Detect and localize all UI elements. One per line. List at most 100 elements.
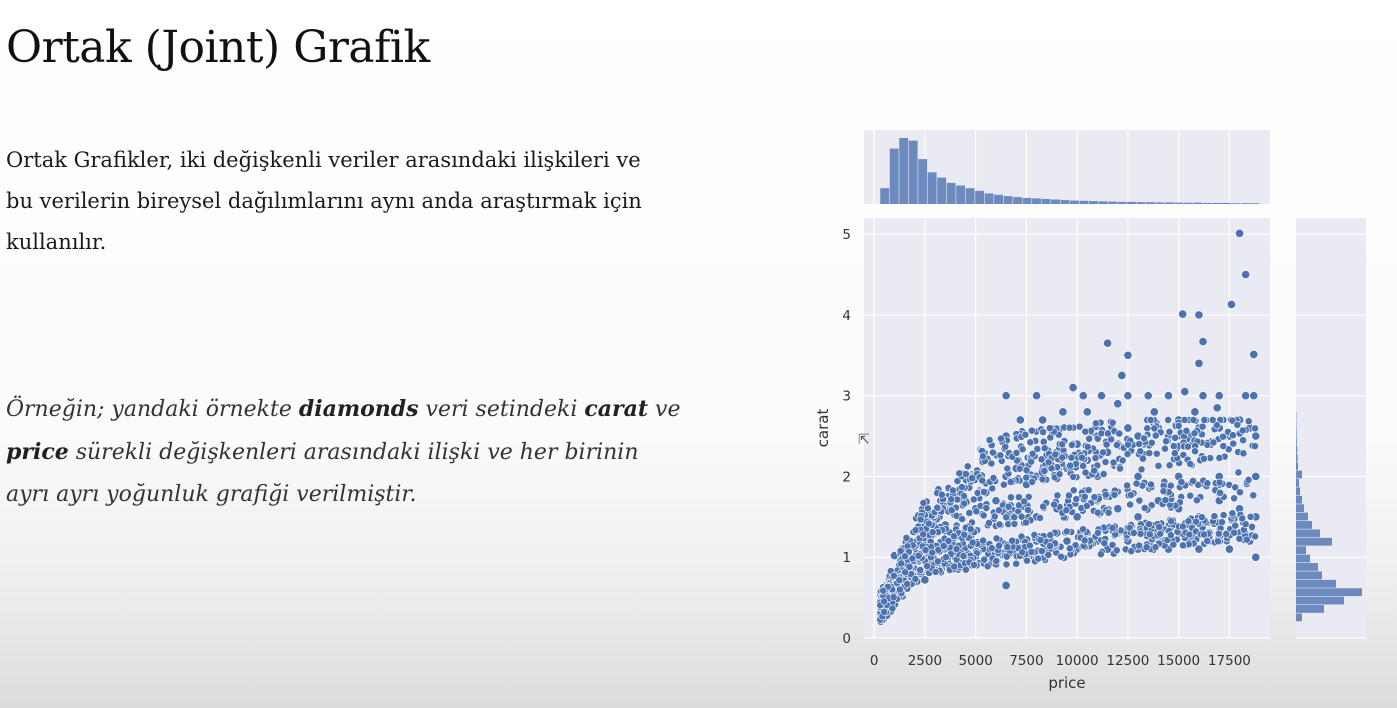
example-paragraph: Örneğin; yandaki örnekte diamonds veri s…	[6, 388, 686, 516]
marginal-y-bar	[1296, 495, 1302, 504]
scatter-point	[1251, 442, 1259, 451]
scatter-point	[1191, 447, 1199, 456]
marginal-x-bar	[946, 182, 956, 204]
marginal-y-bar	[1296, 605, 1324, 613]
scatter-point	[1209, 438, 1218, 447]
scatter-point	[1239, 436, 1247, 445]
scatter-point	[1219, 432, 1227, 441]
scatter-point	[1109, 458, 1118, 467]
scatter-point	[1022, 466, 1031, 475]
marginal-y-bar	[1296, 504, 1304, 513]
scatter-point	[1099, 448, 1107, 457]
scatter-point	[1022, 518, 1030, 527]
scatter-point	[1249, 391, 1259, 401]
x-tick-label: 5000	[958, 653, 992, 669]
scatter-point	[1012, 448, 1021, 457]
scatter-point	[1210, 512, 1219, 521]
x-tick-label: 2500	[908, 653, 942, 669]
marginal-x-bar	[1098, 201, 1108, 204]
scatter-point	[1112, 546, 1121, 555]
example-text-1: Örneğin; yandaki örnekte	[6, 397, 299, 422]
marginal-y-bar	[1296, 571, 1322, 580]
scatter-point	[1244, 475, 1253, 484]
scatter-point	[1133, 471, 1143, 482]
scatter-point	[889, 593, 898, 602]
scatter-point	[1039, 437, 1048, 446]
scatter-point	[1036, 514, 1044, 522]
scatter-point	[1238, 426, 1247, 435]
scatter-point	[937, 490, 946, 499]
scatter-point	[1108, 418, 1117, 427]
scatter-point	[1167, 517, 1176, 526]
marginal-y-bar	[1296, 470, 1302, 479]
marginal-x-bar	[918, 159, 928, 204]
scatter-point	[1085, 434, 1094, 443]
scatter-point	[968, 538, 977, 547]
scatter-point	[1040, 467, 1049, 475]
example-bold-diamonds: diamonds	[298, 396, 419, 422]
scatter-point	[1149, 407, 1159, 417]
scatter-point	[1028, 478, 1037, 486]
y-tick-label: 1	[842, 550, 851, 566]
scatter-point	[966, 525, 975, 534]
scatter-point	[1132, 479, 1141, 488]
marginal-y-bar	[1296, 579, 1336, 588]
scatter-point	[1246, 512, 1255, 521]
scatter-point	[1126, 500, 1134, 509]
scatter-point	[1215, 454, 1224, 462]
scatter-point	[879, 586, 888, 595]
scatter-point	[1083, 442, 1092, 451]
marginal-y-bar	[1296, 529, 1320, 538]
marginal-x-bar	[1240, 203, 1250, 204]
scatter-point	[1125, 523, 1134, 532]
scatter-point	[1198, 391, 1208, 401]
marginal-x-bar	[1221, 202, 1231, 204]
scatter-point	[1002, 513, 1011, 522]
scatter-point	[1058, 440, 1067, 449]
scatter-point	[1039, 428, 1048, 436]
scatter-point	[1182, 426, 1191, 435]
marginal-x-bar	[1070, 200, 1079, 204]
scatter-point	[905, 562, 914, 571]
scatter-point	[1186, 460, 1195, 468]
marginal-x-bar	[1126, 201, 1136, 204]
scatter-point	[1169, 442, 1178, 450]
scatter-point	[942, 553, 950, 562]
scatter-point	[1044, 458, 1053, 467]
scatter-point	[1072, 495, 1081, 504]
scatter-point	[1046, 433, 1055, 442]
scatter-point	[1062, 527, 1071, 536]
scatter-point	[1212, 421, 1221, 430]
scatter-point	[1136, 529, 1145, 538]
marginal-x-bar	[880, 188, 890, 204]
scatter-point	[973, 489, 982, 497]
scatter-point	[952, 545, 961, 553]
scatter-point	[1169, 540, 1178, 549]
scatter-point	[1057, 552, 1065, 561]
scatter-point	[895, 576, 904, 585]
scatter-point	[982, 504, 991, 512]
scatter-point	[1180, 387, 1190, 397]
scatter-point	[1027, 426, 1036, 435]
scatter-point	[1081, 427, 1090, 436]
scatter-point	[1066, 461, 1075, 470]
scatter-point	[985, 436, 994, 444]
scatter-point	[1080, 492, 1089, 501]
slide-title: Ortak (Joint) Grafik	[6, 22, 430, 73]
marginal-x-bar	[1051, 199, 1060, 204]
scatter-point	[989, 474, 998, 482]
scatter-point	[911, 575, 920, 583]
scatter-point	[1165, 461, 1174, 470]
scatter-point	[947, 495, 956, 504]
scatter-point	[1135, 541, 1144, 550]
marginal-x-bar	[1174, 202, 1184, 204]
scatter-point	[1010, 520, 1019, 528]
scatter-point	[1137, 465, 1146, 474]
marginal-x-bar	[1145, 202, 1155, 204]
scatter-point	[1198, 422, 1207, 431]
scatter-point	[1178, 309, 1188, 319]
scatter-point	[1145, 530, 1154, 539]
scatter-point	[1161, 496, 1170, 504]
scatter-point	[901, 552, 909, 561]
mouse-cursor-icon: ⇱	[858, 432, 870, 448]
